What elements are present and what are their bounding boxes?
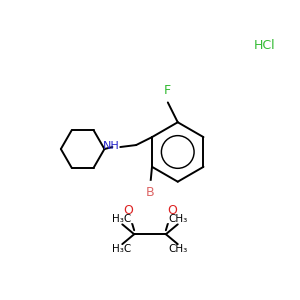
Text: H₃C: H₃C: [112, 244, 131, 254]
Text: NH: NH: [103, 141, 119, 151]
Text: F: F: [163, 85, 170, 98]
Text: CH₃: CH₃: [169, 214, 188, 224]
Text: O: O: [123, 204, 133, 217]
Text: CH₃: CH₃: [169, 244, 188, 254]
Text: H₃C: H₃C: [112, 214, 131, 224]
Text: B: B: [146, 186, 154, 199]
Text: HCl: HCl: [254, 40, 276, 52]
Text: O: O: [167, 204, 177, 217]
